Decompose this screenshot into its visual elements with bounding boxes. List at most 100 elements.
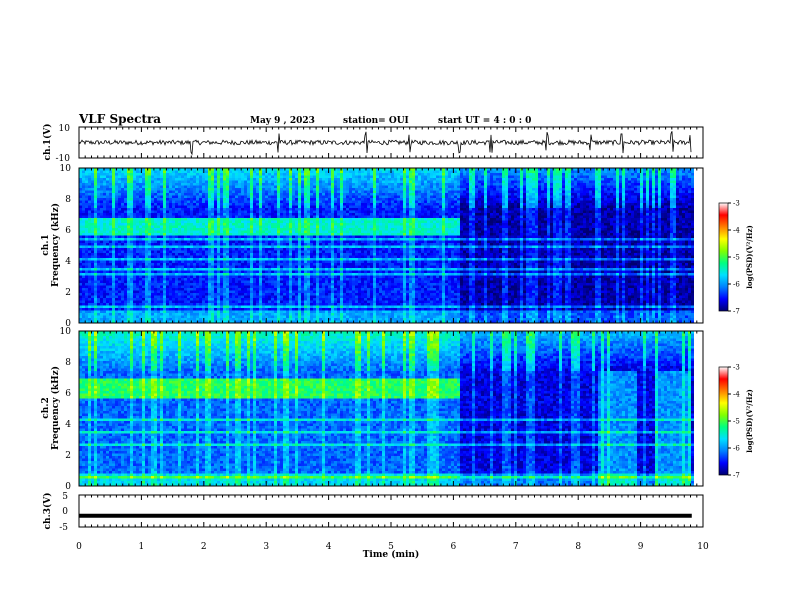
spectrogram-cell: [100, 203, 103, 206]
spectrogram-cell: [85, 320, 88, 323]
spectrogram-cell: [145, 168, 148, 171]
spectrogram-cell: [145, 278, 148, 281]
spectrogram-cell: [190, 218, 193, 221]
spectrogram-cell: [97, 213, 100, 216]
spectrogram-cell: [223, 183, 226, 186]
spectrogram-cell: [208, 235, 211, 239]
spectrogram-cell: [304, 218, 307, 221]
spectrogram-cell: [208, 225, 211, 229]
spectrogram-cell: [244, 280, 247, 284]
spectrogram-cell: [202, 200, 205, 204]
spectrogram-cell: [112, 303, 115, 306]
spectrogram-cell: [229, 263, 232, 266]
spectrogram-cell: [145, 238, 148, 241]
spectrogram-cell: [208, 305, 211, 309]
spectrogram-cell: [88, 298, 91, 301]
spectrogram-cell: [175, 258, 178, 261]
spectrogram-cell: [175, 193, 178, 196]
spectrogram-cell: [136, 298, 139, 301]
spectrogram-cell: [82, 273, 85, 276]
spectrogram-cell: [307, 300, 310, 304]
spectrogram-cell: [286, 295, 289, 299]
spectrogram-cell: [91, 305, 94, 309]
spectrogram-cell: [211, 245, 214, 249]
spectrogram-cell: [268, 168, 271, 171]
spectrogram-cell: [220, 313, 223, 316]
spectrogram-cell: [205, 218, 208, 221]
spectrogram-cell: [244, 208, 247, 211]
spectrogram-cell: [292, 275, 295, 279]
spectrogram-cell: [202, 298, 205, 301]
spectrogram-cell: [217, 170, 220, 174]
spectrogram-cell: [163, 230, 166, 234]
spectrogram-cell: [274, 243, 277, 246]
spectrogram-cell: [274, 238, 277, 241]
spectrogram-cell: [304, 193, 307, 196]
spectrogram-cell: [187, 295, 190, 299]
spectrogram-cell: [196, 235, 199, 239]
spectrogram-cell: [259, 270, 262, 274]
spectrogram-cell: [139, 210, 142, 214]
spectrogram-cell: [241, 320, 244, 323]
spectrogram-cell: [286, 265, 289, 269]
spectrogram-cell: [154, 243, 157, 246]
spectrogram-cell: [304, 233, 307, 236]
spectrogram-cell: [265, 243, 268, 246]
spectrogram-cell: [178, 193, 181, 196]
spectrogram-cell: [289, 250, 292, 254]
spectrogram-cell: [226, 283, 229, 286]
spectrogram-cell: [250, 313, 253, 316]
spectrogram-cell: [265, 268, 268, 271]
spectrogram-cell: [115, 293, 118, 296]
spectrogram-cell: [250, 175, 253, 179]
spectrogram-cell: [271, 238, 274, 241]
spectrogram-cell: [91, 245, 94, 249]
spectrogram-cell: [247, 218, 250, 221]
spectrogram-cell: [187, 195, 190, 199]
spectrogram-cell: [301, 190, 304, 194]
spectrogram-cell: [202, 288, 205, 291]
spectrogram-cell: [118, 168, 121, 171]
spectrogram-cell: [85, 210, 88, 214]
spectrogram-cell: [244, 273, 247, 276]
spectrogram-cell: [193, 238, 196, 241]
spectrogram-cell: [307, 295, 310, 299]
spectrogram-cell: [133, 315, 136, 319]
spectrogram-cell: [244, 220, 247, 224]
spectrogram-cell: [271, 313, 274, 316]
spectrogram-cell: [307, 178, 310, 181]
spectrogram-cell: [88, 275, 91, 279]
spectrogram-cell: [283, 288, 286, 291]
spectrogram-cell: [112, 263, 115, 266]
spectrogram-cell: [130, 205, 133, 209]
spectrogram-cell: [283, 240, 286, 244]
spectrogram-cell: [289, 308, 292, 311]
spectrogram-cell: [133, 188, 136, 191]
spectrogram-cell: [286, 190, 289, 194]
spectrogram-cell: [235, 220, 238, 224]
spectrogram-cell: [112, 295, 115, 299]
spectrogram-cell: [94, 195, 97, 199]
spectrogram-cell: [160, 178, 163, 181]
spectrogram-cell: [91, 290, 94, 294]
spectrogram-cell: [112, 170, 115, 174]
spectrogram-cell: [172, 320, 175, 323]
spectrogram-cell: [220, 188, 223, 191]
spectrogram-cell: [145, 300, 148, 304]
spectrogram-cell: [190, 293, 193, 296]
spectrogram-cell: [118, 280, 121, 284]
spectrogram-cell: [88, 260, 91, 264]
spectrogram-cell: [307, 313, 310, 316]
spectrogram-cell: [247, 213, 250, 216]
spectrogram-cell: [205, 180, 208, 184]
spectrogram-cell: [205, 203, 208, 206]
spectrogram-cell: [232, 213, 235, 216]
spectrogram-cell: [151, 215, 154, 219]
spectrogram-cell: [103, 200, 106, 204]
spectrogram-cell: [244, 303, 247, 306]
spectrogram-cell: [148, 220, 151, 224]
spectrogram-cell: [187, 190, 190, 194]
spectrogram-cell: [142, 190, 145, 194]
spectrogram-cell: [292, 305, 295, 309]
spectrogram-cell: [127, 200, 130, 204]
